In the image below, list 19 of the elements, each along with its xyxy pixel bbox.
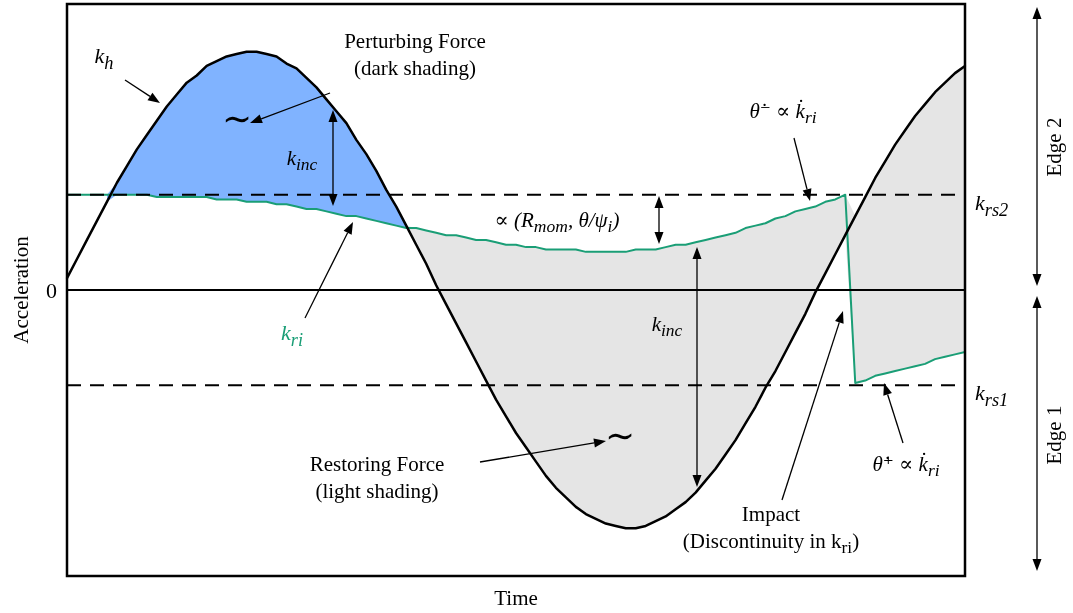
annotation: θ̇⁺ ∝ k̇$_{ri}$ (872, 450, 940, 482)
annotation: Impact (Discontinuity in k$_{ri}$) (682, 500, 860, 560)
y-axis-title: Acceleration (8, 236, 35, 344)
annotation: k$_{inc}$ (651, 310, 683, 342)
annotation: ∝ (R$_{mom}$, θ/ψ$_{i}$) (494, 206, 620, 238)
annotation: θ̇⁻ ∝ k̇$_{ri}$ (749, 97, 817, 129)
annotation: k$_{inc}$ (286, 144, 318, 176)
annotation: ∼ (604, 414, 636, 458)
x-axis-title: Time (494, 585, 538, 613)
text: Edge 2 (1041, 117, 1068, 177)
ref-line-label: k$_{rs2}$ (975, 189, 1009, 222)
annotation: Perturbing Force (dark shading) (344, 27, 486, 82)
annotation: Restoring Force (light shading) (309, 450, 445, 505)
annotation: ∼ (221, 97, 253, 141)
ref-line-label: 0 (46, 276, 57, 305)
text: k$_{h}$ (94, 42, 114, 75)
ref-line-label: k$_{rs1}$ (975, 379, 1009, 413)
text: k$_{ri}$ (281, 319, 303, 352)
text: Edge 1 (1041, 405, 1068, 465)
